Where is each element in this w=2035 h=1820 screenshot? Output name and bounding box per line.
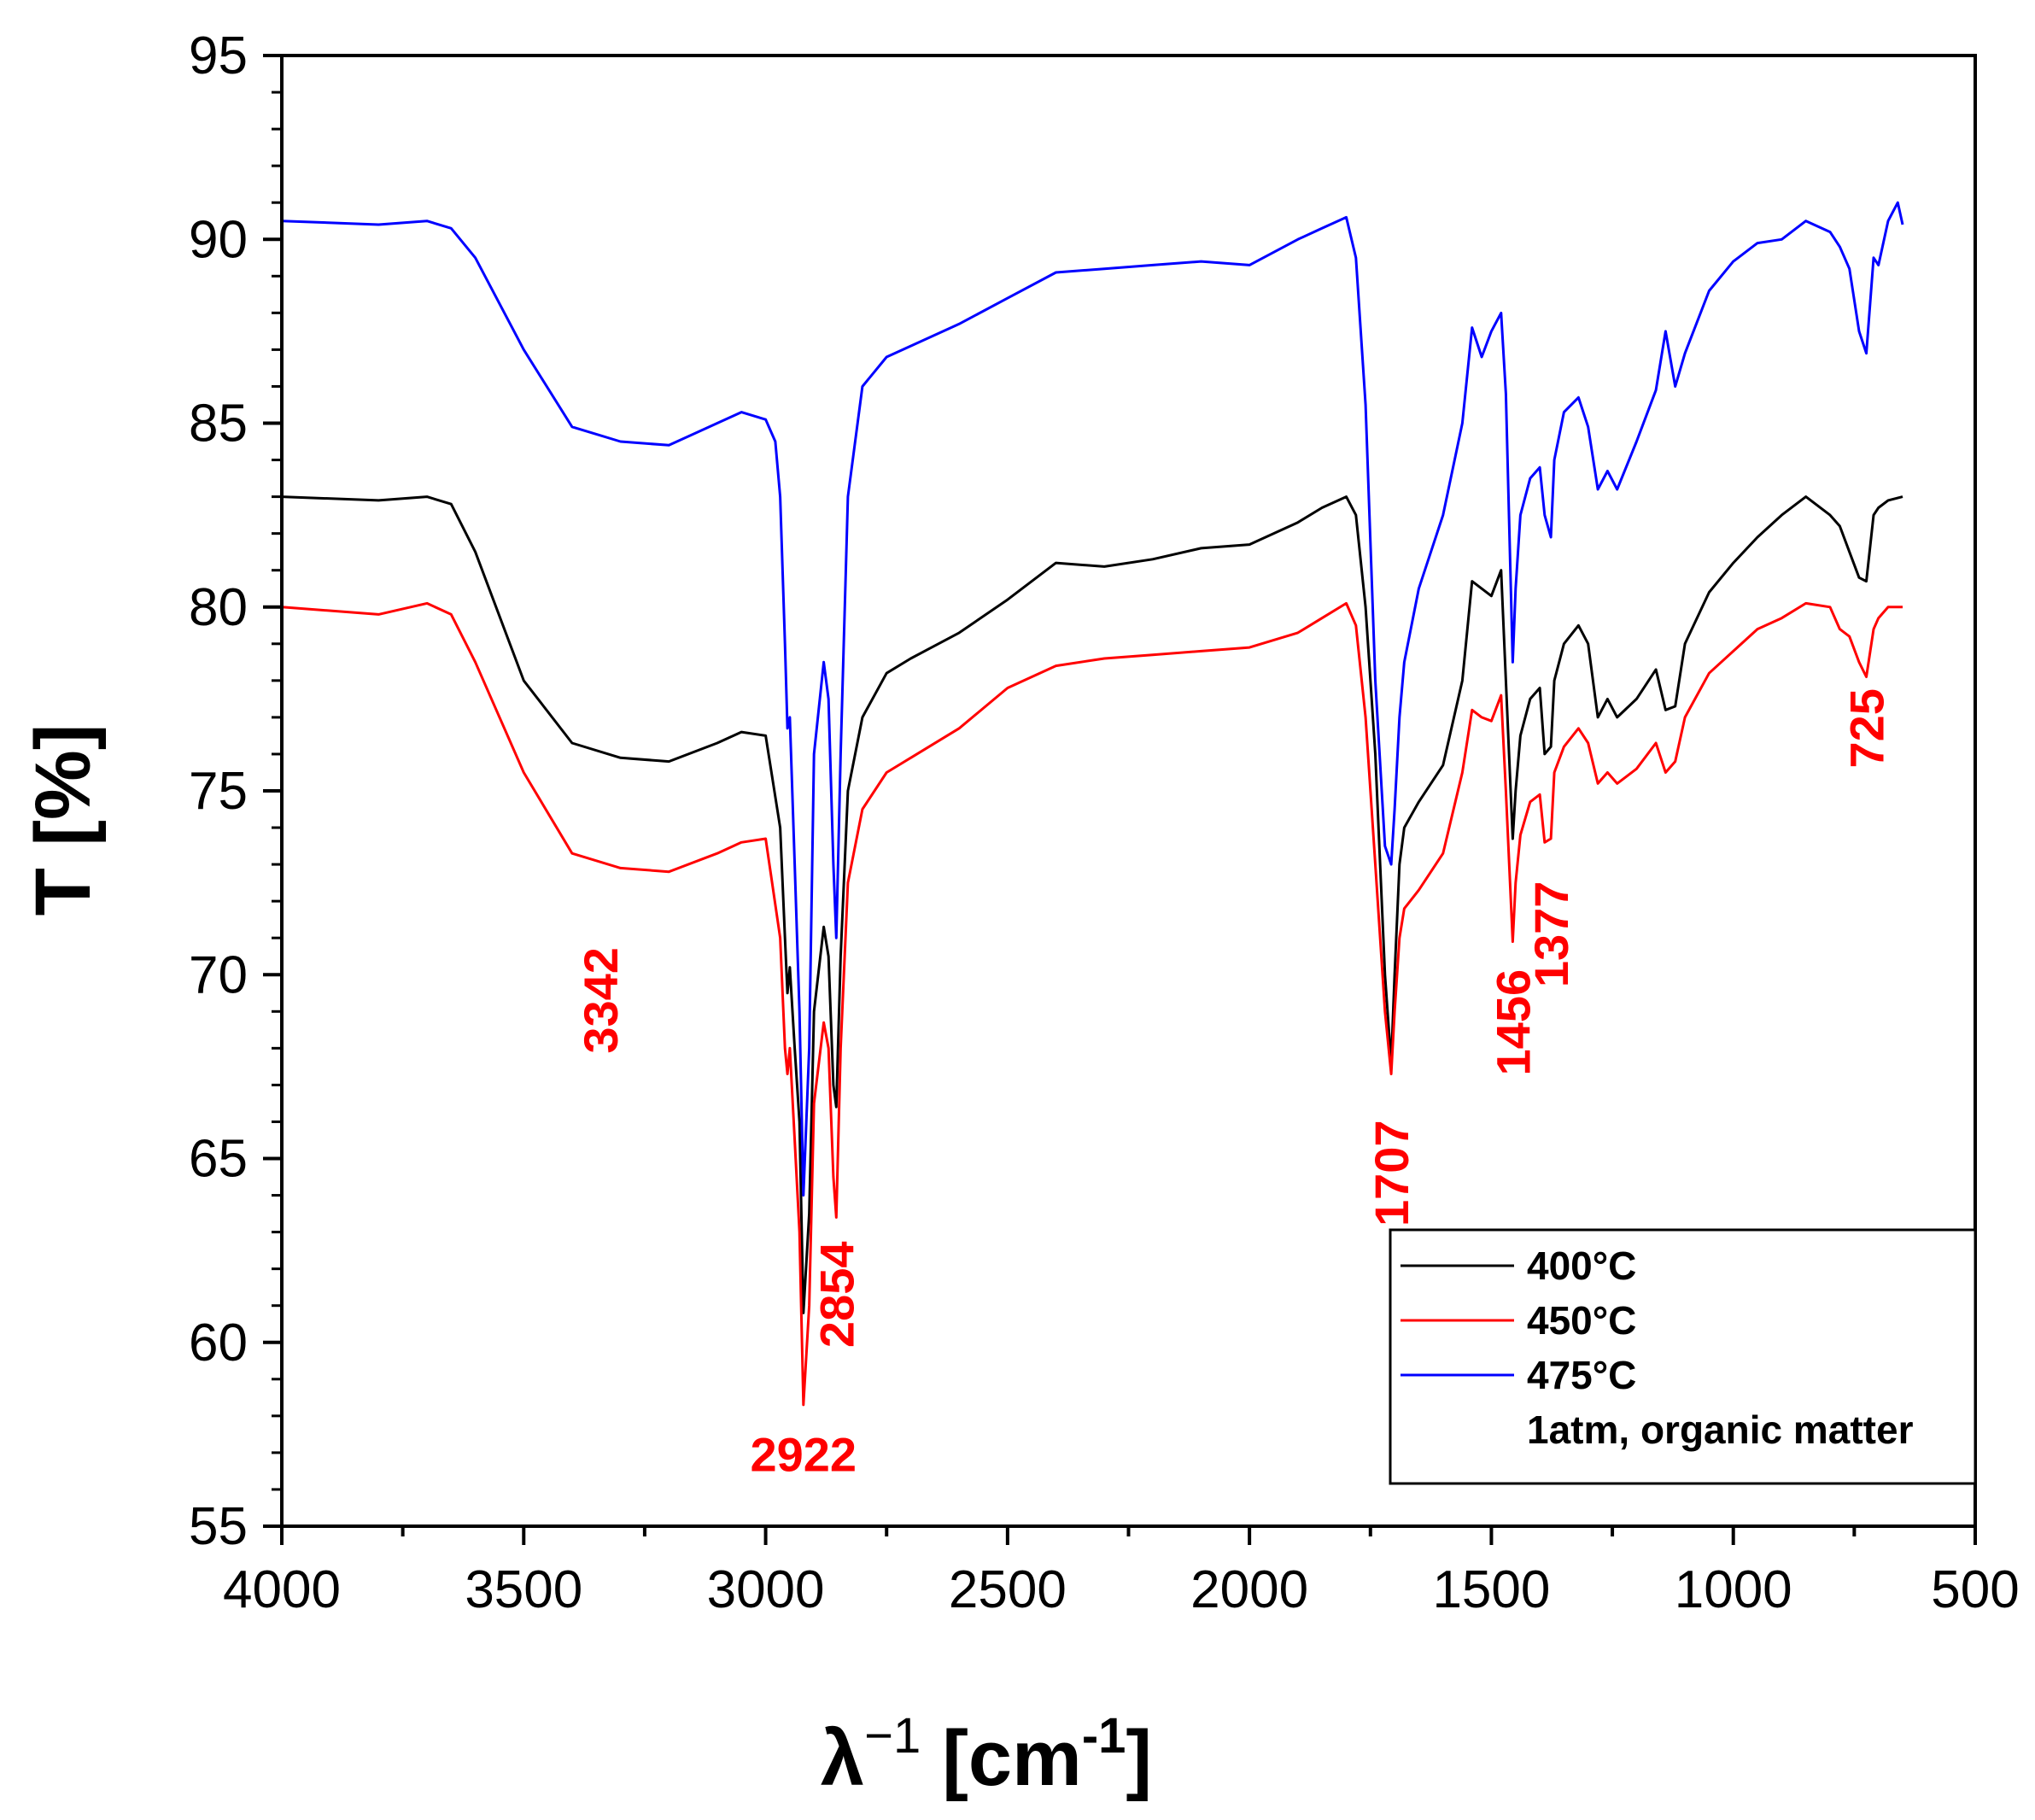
y-tick-label: 65 xyxy=(189,1130,248,1189)
peak-label-725: 725 xyxy=(1840,688,1894,768)
y-tick-label: 75 xyxy=(189,762,248,821)
legend: 400°C 450°C 475°C 1atm, organic matter xyxy=(1389,1228,1977,1485)
legend-entry: 475°C xyxy=(1527,1353,1636,1397)
x-axis-ticks: 4000 3500 3000 2500 2000 1500 1000 500 xyxy=(223,1526,2020,1619)
y-tick-label: 55 xyxy=(189,1497,248,1556)
series-line-475C xyxy=(281,201,1904,1197)
x-tick-label: 3500 xyxy=(465,1560,582,1619)
x-axis-title: λ−1 [cm-1] xyxy=(821,1708,1152,1802)
x-title-close: ] xyxy=(1126,1715,1152,1802)
x-tick-label: 3000 xyxy=(707,1560,825,1619)
x-tick-label: 1500 xyxy=(1432,1560,1550,1619)
y-tick-label: 90 xyxy=(189,210,248,269)
legend-entry: 400°C xyxy=(1527,1244,1636,1288)
peak-label-2854: 2854 xyxy=(810,1242,863,1349)
legend-entry: 450°C xyxy=(1527,1298,1636,1343)
peak-label-1456: 1456 xyxy=(1486,969,1540,1076)
x-tick-label: 1000 xyxy=(1675,1560,1792,1619)
series-layer xyxy=(281,201,1904,1407)
x-title-symbol: λ xyxy=(821,1715,864,1802)
x-title-unit-sup: -1 xyxy=(1082,1708,1126,1764)
y-tick-label: 85 xyxy=(189,395,248,454)
y-axis-ticks: 55 60 65 70 75 80 85 90 95 xyxy=(189,26,282,1556)
x-title-sup: −1 xyxy=(864,1708,921,1764)
x-tick-label: 4000 xyxy=(223,1560,341,1619)
series-line-400C xyxy=(281,495,1903,1314)
peak-label-3342: 3342 xyxy=(574,947,628,1054)
plot-frame xyxy=(280,54,1977,1528)
series-line-450C xyxy=(281,601,1903,1407)
x-tick-label: 2500 xyxy=(949,1560,1067,1619)
y-tick-label: 70 xyxy=(189,945,248,1004)
peak-label-2922: 2922 xyxy=(751,1427,857,1481)
y-tick-label: 60 xyxy=(189,1314,248,1372)
peak-label-1707: 1707 xyxy=(1365,1120,1418,1226)
x-tick-label: 2000 xyxy=(1190,1560,1308,1619)
legend-note: 1atm, organic matter xyxy=(1527,1407,1914,1452)
y-tick-label: 80 xyxy=(189,578,248,637)
legend-box xyxy=(1389,1228,1977,1485)
y-axis-title: T [%] xyxy=(20,724,107,916)
peak-label-1377: 1377 xyxy=(1524,881,1578,988)
y-tick-label: 95 xyxy=(189,26,248,85)
x-title-unit: [cm xyxy=(942,1715,1082,1802)
x-tick-label: 500 xyxy=(1931,1560,2019,1619)
